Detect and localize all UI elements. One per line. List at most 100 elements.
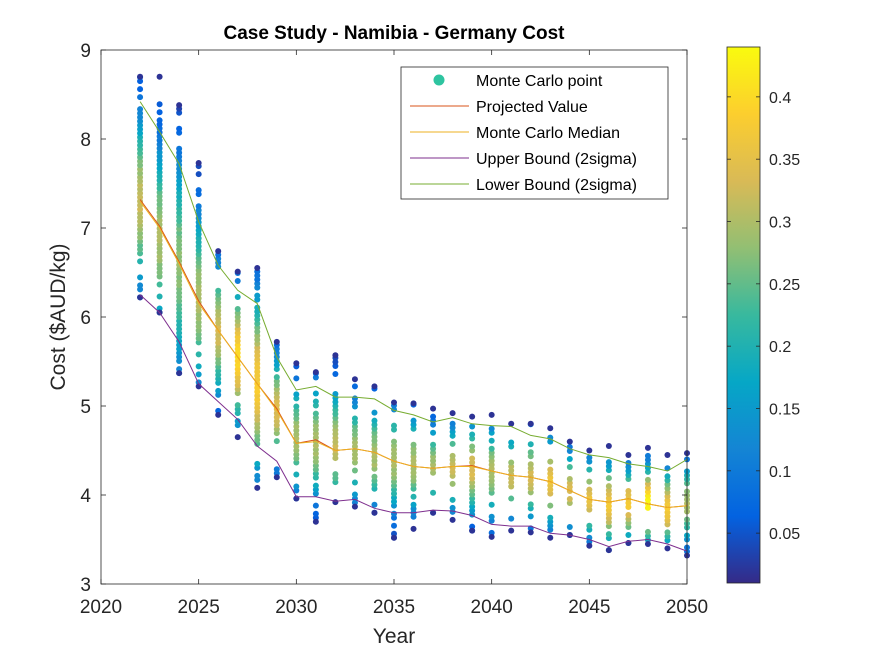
monte-carlo-point: [664, 529, 671, 536]
monte-carlo-point: [527, 420, 534, 427]
monte-carlo-point: [508, 420, 515, 427]
monte-carlo-point: [293, 403, 300, 410]
monte-carlo-point: [254, 484, 261, 491]
monte-carlo-point: [351, 491, 358, 498]
monte-carlo-point: [351, 376, 358, 383]
monte-carlo-point: [371, 409, 378, 416]
colorbar-gradient: [726, 46, 761, 584]
legend-label-lower-bound: Lower Bound (2sigma): [476, 177, 637, 194]
monte-carlo-point: [293, 471, 300, 478]
x-tick-label: 2030: [275, 597, 317, 618]
monte-carlo-point: [156, 117, 163, 124]
monte-carlo-point: [195, 363, 202, 370]
lower-bound-line: [139, 101, 688, 472]
monte-carlo-point: [469, 413, 476, 420]
monte-carlo-point: [195, 351, 202, 358]
monte-carlo-point: [293, 391, 300, 398]
monte-carlo-point: [254, 265, 261, 272]
monte-carlo-point: [488, 425, 495, 432]
monte-carlo-point: [176, 125, 183, 132]
monte-carlo-point: [527, 461, 534, 468]
monte-carlo-point: [625, 487, 632, 494]
monte-carlo-point: [312, 390, 319, 397]
monte-carlo-point: [332, 352, 339, 359]
monte-carlo-point: [488, 411, 495, 418]
monte-carlo-point: [449, 516, 456, 523]
monte-carlo-point: [254, 292, 261, 299]
monte-carlo-point: [391, 422, 397, 429]
monte-carlo-point: [215, 411, 222, 418]
monte-carlo-point: [644, 476, 651, 483]
legend: Monte Carlo point Projected Value Monte …: [400, 66, 669, 200]
monte-carlo-point: [644, 444, 651, 451]
monte-carlo-point: [137, 73, 144, 80]
monte-carlo-point: [664, 545, 671, 552]
monte-carlo-point: [586, 478, 593, 485]
monte-carlo-point: [371, 501, 378, 508]
monte-carlo-point: [293, 483, 300, 490]
monte-carlo-point: [137, 282, 144, 289]
monte-carlo-point: [430, 509, 437, 516]
monte-carlo-point: [410, 417, 417, 424]
monte-carlo-point: [527, 529, 534, 536]
monte-carlo-point: [586, 542, 593, 549]
monte-carlo-point: [566, 455, 573, 462]
monte-carlo-point: [371, 509, 378, 516]
x-axis: 2020 2025 2030 2035 2040 2045 2050: [80, 50, 708, 618]
monte-carlo-point: [527, 449, 534, 456]
y-tick-label: 4: [80, 486, 91, 507]
colorbar-tick-label: 0.15: [769, 401, 800, 418]
monte-carlo-point: [449, 496, 456, 503]
monte-carlo-point: [195, 160, 202, 167]
monte-carlo-point: [527, 513, 534, 520]
y-tick-label: 8: [80, 130, 91, 151]
monte-carlo-point: [547, 425, 554, 432]
monte-carlo-point: [547, 458, 554, 465]
monte-carlo-point: [586, 522, 593, 529]
monte-carlo-point: [566, 496, 573, 503]
monte-carlo-point: [508, 439, 515, 446]
monte-carlo-point: [371, 383, 378, 390]
monte-carlo-point: [430, 413, 437, 420]
legend-marker-monte-carlo-point: [433, 74, 445, 86]
monte-carlo-point: [332, 370, 339, 377]
chart-title: Case Study - Namibia - Germany Cost: [223, 23, 565, 44]
monte-carlo-point: [234, 418, 241, 425]
scatter-points: [137, 73, 690, 559]
monte-carlo-point: [234, 305, 241, 312]
monte-carlo-point: [351, 479, 358, 486]
monte-carlo-point: [215, 387, 222, 394]
monte-carlo-point: [469, 455, 476, 462]
monte-carlo-point: [351, 503, 358, 510]
monte-carlo-point: [469, 431, 476, 438]
y-tick-label: 5: [80, 397, 91, 418]
y-axis-label: Cost ($AUD/kg): [47, 243, 70, 390]
monte-carlo-point: [508, 459, 515, 466]
y-axis: 3 4 5 6 7 8 9: [80, 41, 687, 596]
monte-carlo-point: [234, 402, 241, 409]
y-tick-label: 6: [80, 308, 91, 329]
monte-carlo-point: [605, 531, 612, 538]
monte-carlo-point: [586, 447, 593, 454]
monte-carlo-point: [391, 399, 397, 406]
monte-carlo-point: [566, 524, 573, 531]
monte-carlo-point: [586, 454, 593, 461]
monte-carlo-point: [605, 475, 612, 482]
monte-carlo-point: [351, 467, 358, 474]
monte-carlo-point: [234, 434, 241, 441]
monte-carlo-point: [469, 443, 476, 450]
monte-carlo-point: [371, 473, 378, 480]
monte-carlo-point: [234, 277, 241, 284]
x-tick-label: 2025: [178, 597, 220, 618]
monte-carlo-point: [664, 451, 671, 458]
monte-carlo-point: [625, 512, 632, 519]
monte-carlo-point: [137, 258, 144, 265]
monte-carlo-point: [449, 452, 456, 459]
monte-carlo-point: [273, 474, 280, 481]
monte-carlo-point: [488, 437, 495, 444]
monte-carlo-point: [137, 86, 144, 93]
monte-carlo-point: [351, 395, 358, 402]
monte-carlo-point: [410, 493, 417, 500]
colorbar-ticks: 0.05 0.1 0.15 0.2 0.25 0.3 0.35 0.4: [727, 90, 800, 543]
monte-carlo-point: [176, 102, 183, 109]
